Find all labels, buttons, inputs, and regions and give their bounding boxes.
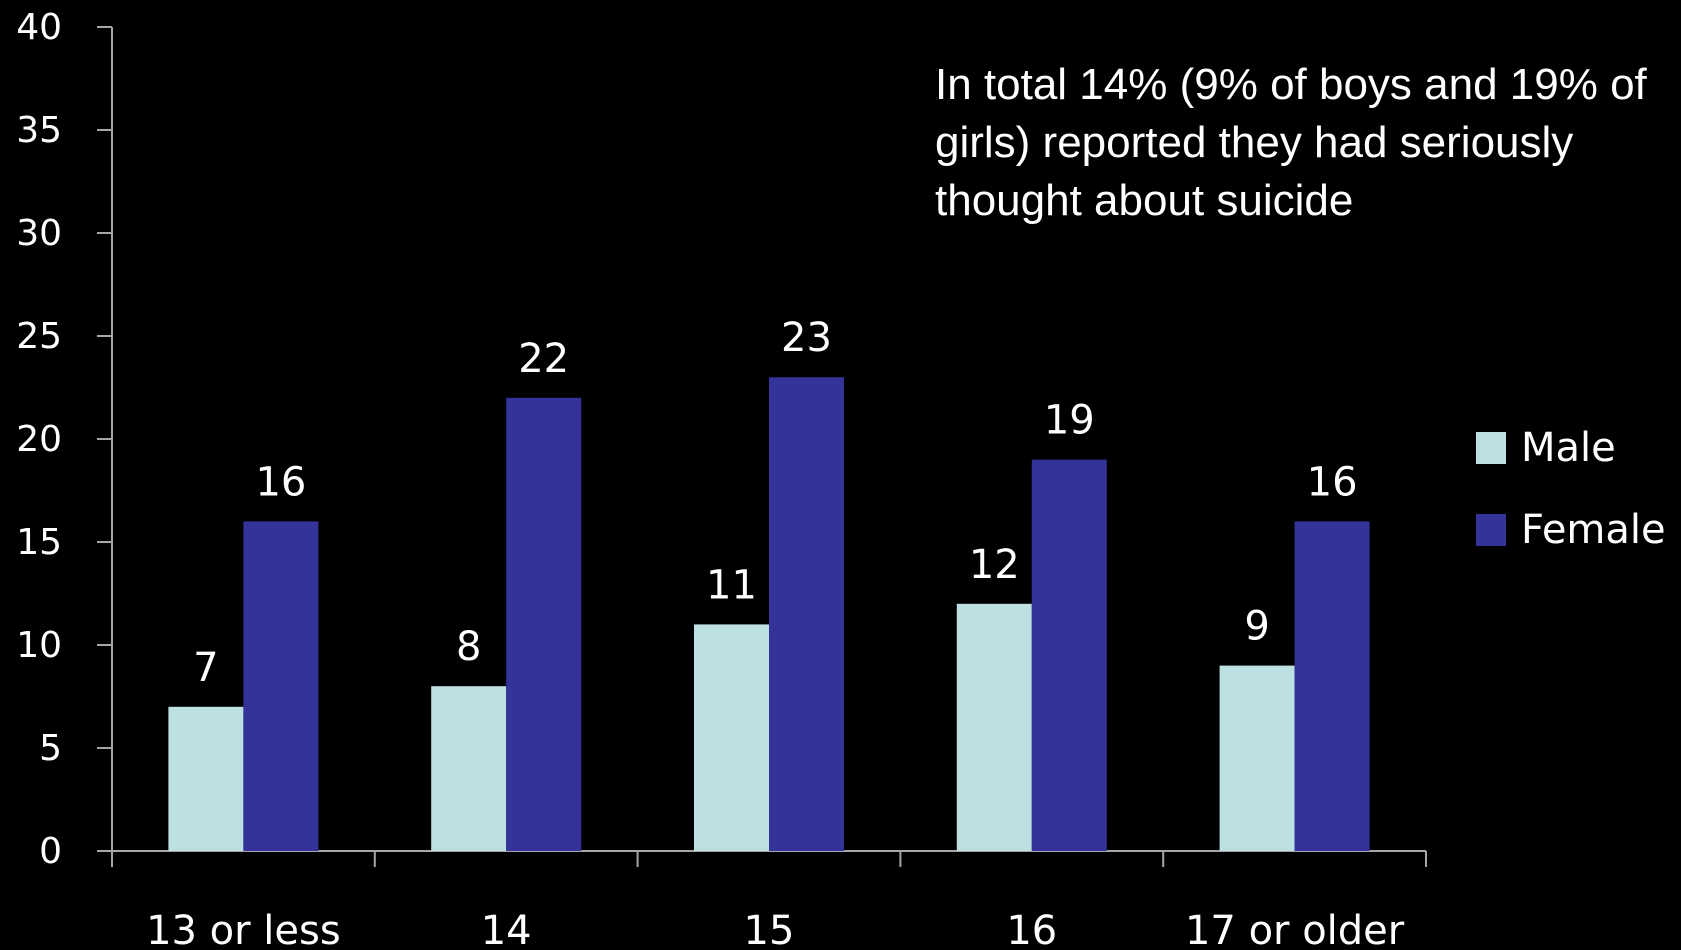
y-tick-label: 20 <box>16 419 62 460</box>
bars: 7 8 11 12 9 16 22 23 19 16 <box>168 315 1370 851</box>
data-label-male: 7 <box>193 645 218 691</box>
data-label-female: 22 <box>518 336 569 382</box>
legend: Male Female <box>1476 425 1666 553</box>
y-tick-label: 35 <box>16 110 62 151</box>
legend-swatch-male <box>1476 432 1506 464</box>
bar-male <box>956 603 1032 851</box>
bar-male <box>431 686 507 851</box>
y-tick-label: 10 <box>16 625 62 666</box>
data-label-female: 23 <box>781 315 832 361</box>
bar-male <box>1219 665 1295 851</box>
y-axis: 0 5 10 15 20 25 30 35 40 <box>16 7 113 872</box>
y-tick-label: 30 <box>16 213 62 254</box>
y-tick-label: 40 <box>16 7 62 48</box>
y-tick-label: 5 <box>39 728 62 769</box>
x-category-label: 16 <box>1006 908 1057 950</box>
x-axis: 13 or less 14 15 16 17 or older <box>111 850 1427 950</box>
data-label-female: 19 <box>1044 398 1095 444</box>
y-tick-label: 25 <box>16 316 62 357</box>
bar-female <box>1294 521 1370 851</box>
data-label-female: 16 <box>255 459 306 505</box>
data-label-male: 9 <box>1244 604 1269 650</box>
x-category-label: 15 <box>744 908 795 950</box>
x-category-label: 13 or less <box>146 908 341 950</box>
bar-male <box>694 624 769 851</box>
y-tick-label: 0 <box>39 831 62 872</box>
bar-female <box>243 521 319 851</box>
data-label-male: 12 <box>969 542 1020 588</box>
annotation-text: In total 14% (9% of boys and 19% of girl… <box>935 60 1647 225</box>
legend-swatch-female <box>1476 514 1506 546</box>
legend-label-male: Male <box>1521 425 1616 471</box>
data-label-male: 8 <box>456 624 481 670</box>
bar-female <box>506 397 582 851</box>
bar-female <box>1031 459 1107 851</box>
y-tick-label: 15 <box>16 522 62 563</box>
bar-male <box>168 706 244 851</box>
x-category-label: 14 <box>481 908 532 950</box>
bar-female <box>769 377 844 851</box>
legend-label-female: Female <box>1521 507 1666 553</box>
data-label-male: 11 <box>706 562 757 608</box>
data-label-female: 16 <box>1307 459 1358 505</box>
x-category-label: 17 or older <box>1185 908 1405 950</box>
